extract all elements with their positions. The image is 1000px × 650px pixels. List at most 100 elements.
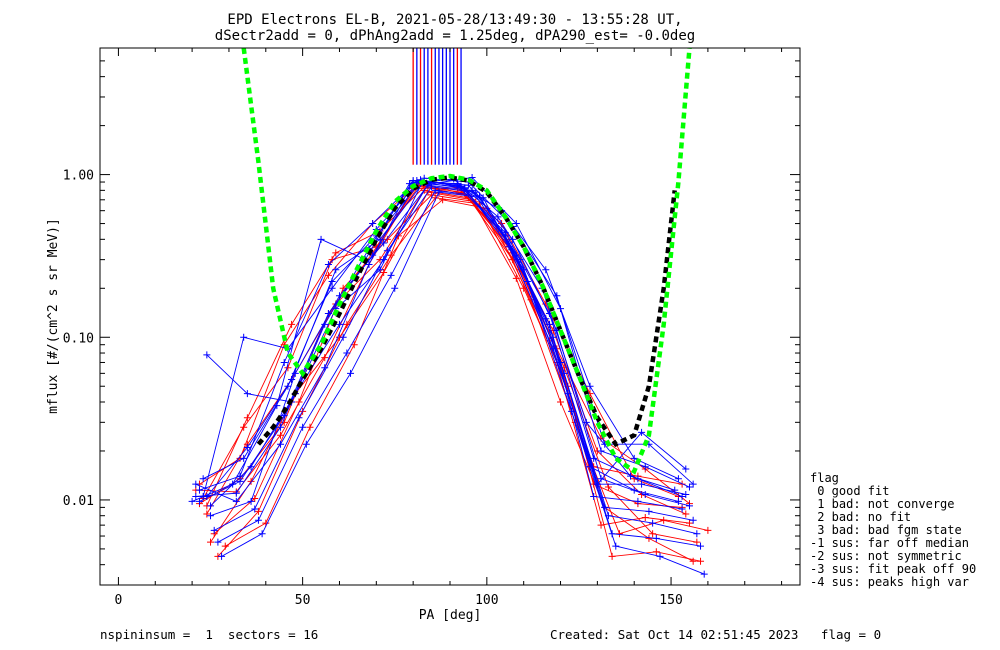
- blue-data-point: [641, 491, 649, 499]
- blue-data-point: [188, 497, 196, 505]
- blue-series-line: [202, 179, 687, 497]
- red-data-point: [254, 507, 262, 515]
- red-data-point: [689, 557, 697, 565]
- blue-data-point: [332, 266, 340, 274]
- blue-data-point: [560, 369, 568, 377]
- blue-data-point: [597, 447, 605, 455]
- x-tick-label: 100: [475, 593, 498, 608]
- blue-data-point: [369, 220, 377, 228]
- y-tick-label: 0.10: [63, 331, 94, 346]
- red-data-point: [295, 398, 303, 406]
- blue-data-point: [277, 423, 285, 431]
- blue-data-point: [365, 261, 373, 269]
- blue-data-point: [339, 333, 347, 341]
- red-series-line: [213, 194, 697, 543]
- blue-data-point: [494, 213, 502, 221]
- blue-data-point: [295, 414, 303, 422]
- plot-area: [188, 48, 712, 578]
- green-fit-curve: [241, 48, 692, 475]
- red-data-point: [321, 354, 329, 362]
- red-data-point: [645, 534, 653, 542]
- blue-data-point: [195, 497, 203, 505]
- red-data-point: [660, 516, 668, 524]
- flag-legend-item: 2 bad: no fit: [810, 510, 911, 524]
- footer-spin-info: nspininsum = 1 sectors = 16: [100, 627, 318, 642]
- red-data-point: [693, 538, 701, 546]
- blue-data-point: [685, 483, 693, 491]
- blue-data-point: [689, 516, 697, 524]
- blue-data-point: [284, 382, 292, 390]
- red-data-point: [649, 530, 657, 538]
- chart-title-line2: dSectr2add = 0, dPhAng2add = 1.25deg, dP…: [215, 28, 695, 44]
- red-data-point: [685, 519, 693, 527]
- blue-data-point: [597, 475, 605, 483]
- red-data-point: [604, 483, 612, 491]
- blue-series-line: [206, 180, 690, 507]
- blue-data-point: [689, 480, 697, 488]
- blue-data-point: [380, 239, 388, 247]
- blue-data-point: [568, 407, 576, 415]
- blue-data-point: [251, 505, 259, 513]
- blue-data-point: [457, 183, 465, 191]
- blue-data-point: [652, 534, 660, 542]
- red-data-point: [240, 423, 248, 431]
- blue-data-point: [645, 507, 653, 515]
- blue-series-line: [217, 189, 701, 547]
- red-data-point: [247, 477, 255, 485]
- flag-legend-item: 3 bad: bad fgm state: [810, 523, 962, 537]
- red-data-point: [306, 423, 314, 431]
- flag-legend: flag 0 good fit 1 bad: not converge 2 ba…: [810, 471, 976, 589]
- blue-data-point: [218, 552, 226, 560]
- red-data-point: [439, 196, 447, 204]
- blue-data-point: [700, 570, 708, 578]
- blue-data-point: [280, 358, 288, 366]
- red-data-point: [608, 552, 616, 560]
- red-data-point: [697, 557, 705, 565]
- chart-title-line1: EPD Electrons EL-B, 2021-05-28/13:49:30 …: [227, 12, 682, 28]
- blue-data-point: [685, 502, 693, 510]
- blue-data-point: [431, 186, 439, 194]
- blue-series-line: [221, 191, 705, 575]
- blue-data-point: [678, 505, 686, 513]
- blue-data-point: [277, 440, 285, 448]
- red-data-point: [243, 414, 251, 422]
- blue-data-point: [512, 220, 520, 228]
- blue-data-point: [240, 333, 248, 341]
- blue-data-point: [435, 188, 443, 196]
- y-tick-label: 1.00: [63, 169, 94, 184]
- blue-data-point: [501, 229, 509, 237]
- blue-data-point: [258, 530, 266, 538]
- blue-data-point: [542, 266, 550, 274]
- blue-data-point: [697, 542, 705, 550]
- blue-data-point: [682, 491, 690, 499]
- red-data-point: [615, 530, 623, 538]
- red-series-line: [195, 187, 679, 497]
- blue-data-point: [236, 477, 244, 485]
- blue-data-point: [586, 382, 594, 390]
- blue-data-point: [210, 526, 218, 534]
- blue-data-point: [214, 538, 222, 546]
- axes: 0 50 100 150 0.01 0.10 1.00: [63, 47, 800, 608]
- y-axis-label: mflux [#/(cm^2 s sr MeV)]: [46, 218, 61, 414]
- x-tick-label: 50: [295, 593, 311, 608]
- red-data-point: [332, 249, 340, 257]
- blue-data-point: [299, 423, 307, 431]
- blue-data-point: [479, 194, 487, 202]
- blue-data-point: [590, 492, 598, 500]
- blue-data-point: [343, 349, 351, 357]
- red-series-line: [217, 197, 701, 562]
- blue-data-point: [243, 444, 251, 452]
- blue-data-point: [638, 480, 646, 488]
- blue-data-point: [693, 530, 701, 538]
- blue-data-point: [678, 492, 686, 500]
- blue-data-point: [192, 492, 200, 500]
- red-data-point: [652, 548, 660, 556]
- blue-data-point: [203, 351, 211, 359]
- flag-legend-item: -1 sus: far off median: [810, 536, 969, 550]
- blue-data-point: [240, 454, 248, 462]
- blue-data-point: [682, 465, 690, 473]
- blue-data-point: [195, 486, 203, 494]
- red-data-point: [597, 521, 605, 529]
- blue-data-point: [656, 552, 664, 560]
